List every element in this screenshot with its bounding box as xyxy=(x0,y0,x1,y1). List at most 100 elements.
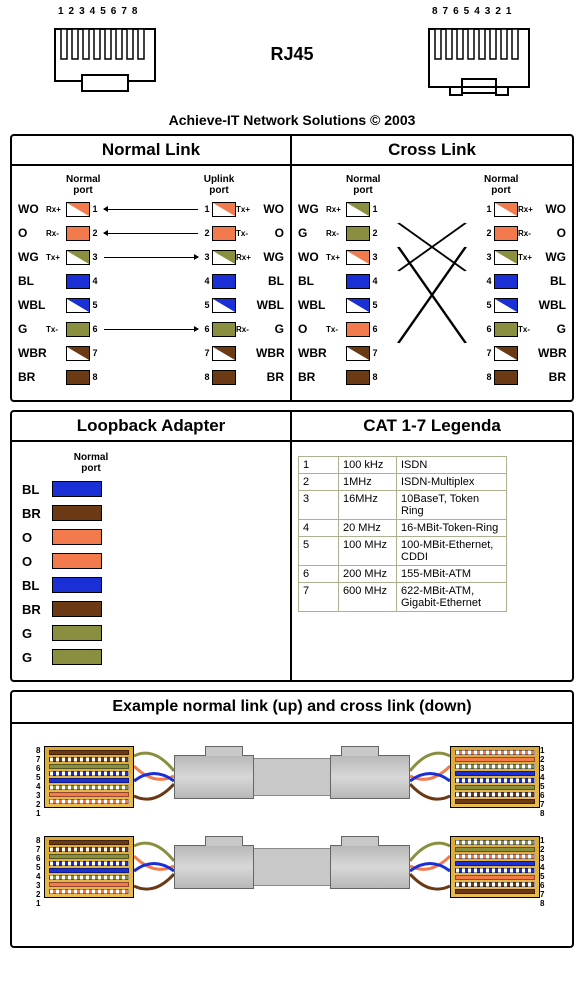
left-code: WO xyxy=(298,250,326,264)
right-code: WG xyxy=(256,250,284,264)
legenda-cell: ISDN xyxy=(397,457,507,474)
legenda-row: 420 MHz16-MBit-Token-Ring xyxy=(299,520,507,537)
wire-color-G xyxy=(494,322,518,337)
left-pin: 3 xyxy=(370,252,380,262)
left-pin: 3 xyxy=(90,252,100,262)
wire-color-O xyxy=(66,226,90,241)
right-code: BL xyxy=(256,274,284,288)
right-pin: 5 xyxy=(484,300,494,310)
plug-right xyxy=(450,836,540,898)
loopback: Loopback Adapter NormalportBLBROOBLBRGG xyxy=(12,412,292,680)
left-code: O xyxy=(298,322,326,336)
left-code: BL xyxy=(18,274,46,288)
wire-color-BL xyxy=(66,274,90,289)
left-pin: 5 xyxy=(370,300,380,310)
loopback-row-4: O xyxy=(22,550,280,572)
boot-left xyxy=(174,755,254,799)
legenda-cell: 622-MBit-ATM, Gigabit-Ethernet xyxy=(397,583,507,612)
left-sig: Rx+ xyxy=(46,205,66,214)
legenda-cell: 100 kHz xyxy=(339,457,397,474)
wire-color-WBR xyxy=(346,346,370,361)
wire-row-3: WOTx+33Tx+WG xyxy=(298,246,566,268)
left-code: WG xyxy=(298,202,326,216)
link-line xyxy=(100,222,202,244)
legenda-row: 6200 MHz155-MBit-ATM xyxy=(299,566,507,583)
link-line xyxy=(380,342,484,364)
twist-right xyxy=(410,746,450,808)
twist-right xyxy=(410,836,450,898)
loopback-row-5: BL xyxy=(22,574,280,596)
left-pin: 6 xyxy=(90,324,100,334)
loopback-legenda-panel: Loopback Adapter NormalportBLBROOBLBRGG … xyxy=(10,410,574,682)
wire-color-WBR xyxy=(66,346,90,361)
right-code: WBR xyxy=(256,346,284,360)
wire-row-2: GRx-22Rx-O xyxy=(298,222,566,244)
wire-color-G xyxy=(346,226,370,241)
wire-row-5: WBL55WBL xyxy=(18,294,284,316)
plug-left xyxy=(44,836,134,898)
right-code: WG xyxy=(538,250,566,264)
wire-row-4: BL44BL xyxy=(18,270,284,292)
loopback-row-8: G xyxy=(22,646,280,668)
legenda-title: CAT 1-7 Legenda xyxy=(292,412,572,442)
loopback-row-2: BR xyxy=(22,502,280,524)
link-line xyxy=(380,246,484,268)
boot-right xyxy=(330,845,410,889)
port-label-left: Normalport xyxy=(346,174,380,196)
right-pin: 6 xyxy=(484,324,494,334)
left-code: WBL xyxy=(298,298,326,312)
link-line xyxy=(380,366,484,388)
loopback-color-BL xyxy=(52,481,102,497)
left-code: G xyxy=(298,226,326,240)
right-code: WO xyxy=(538,202,566,216)
left-code: WBL xyxy=(18,298,46,312)
cable-body xyxy=(254,758,330,796)
loopback-row-7: G xyxy=(22,622,280,644)
link-line xyxy=(380,222,484,244)
right-code: BL xyxy=(538,274,566,288)
wire-color-WBL xyxy=(212,298,236,313)
rj45-label: RJ45 xyxy=(270,44,313,65)
loopback-color-BR xyxy=(52,505,102,521)
left-sig: Tx+ xyxy=(326,253,346,262)
left-code: BL xyxy=(298,274,326,288)
legenda-cell: 10BaseT, Token Ring xyxy=(397,491,507,520)
port-label-left: Normalport xyxy=(66,174,100,196)
twist-left xyxy=(134,836,174,898)
rj45-connectors-row: 12345678 RJ45 87654321 xyxy=(10,6,574,108)
right-pin: 8 xyxy=(484,372,494,382)
right-code: BR xyxy=(538,370,566,384)
right-pin: 7 xyxy=(484,348,494,358)
normal-link: Normal Link NormalportUplinkportWORx+11T… xyxy=(12,136,292,400)
legenda-row: 316MHz10BaseT, Token Ring xyxy=(299,491,507,520)
left-sig: Rx- xyxy=(46,229,66,238)
pin-stack-right: 12345678 xyxy=(540,836,548,898)
left-pin: 5 xyxy=(90,300,100,310)
wire-row-8: BR88BR xyxy=(18,366,284,388)
link-panel: Normal Link NormalportUplinkportWORx+11T… xyxy=(10,134,574,402)
link-line xyxy=(100,294,202,316)
legenda-cell: 155-MBit-ATM xyxy=(397,566,507,583)
legenda-cell: 1MHz xyxy=(339,474,397,491)
wire-color-WO xyxy=(346,250,370,265)
wire-row-1: WGRx+11Rx+WO xyxy=(298,198,566,220)
legenda-cell: 16MHz xyxy=(339,491,397,520)
left-code: BR xyxy=(18,370,46,384)
left-sig: Tx+ xyxy=(46,253,66,262)
cable-assembly-2: 8765432112345678 xyxy=(36,832,548,902)
right-sig: Tx- xyxy=(236,229,256,238)
wire-row-7: WBR77WBR xyxy=(298,342,566,364)
right-code: O xyxy=(256,226,284,240)
left-code: WBR xyxy=(298,346,326,360)
legenda-row: 1100 kHzISDN xyxy=(299,457,507,474)
loopback-code: BL xyxy=(22,482,52,497)
right-pin: 1 xyxy=(202,204,212,214)
right-code: G xyxy=(256,322,284,336)
legenda-cell: 3 xyxy=(299,491,339,520)
legenda-cell: 200 MHz xyxy=(339,566,397,583)
left-pin: 4 xyxy=(90,276,100,286)
wire-row-3: WGTx+33Rx+WG xyxy=(18,246,284,268)
right-sig: Rx- xyxy=(518,229,538,238)
loopback-code: G xyxy=(22,650,52,665)
link-line xyxy=(100,270,202,292)
